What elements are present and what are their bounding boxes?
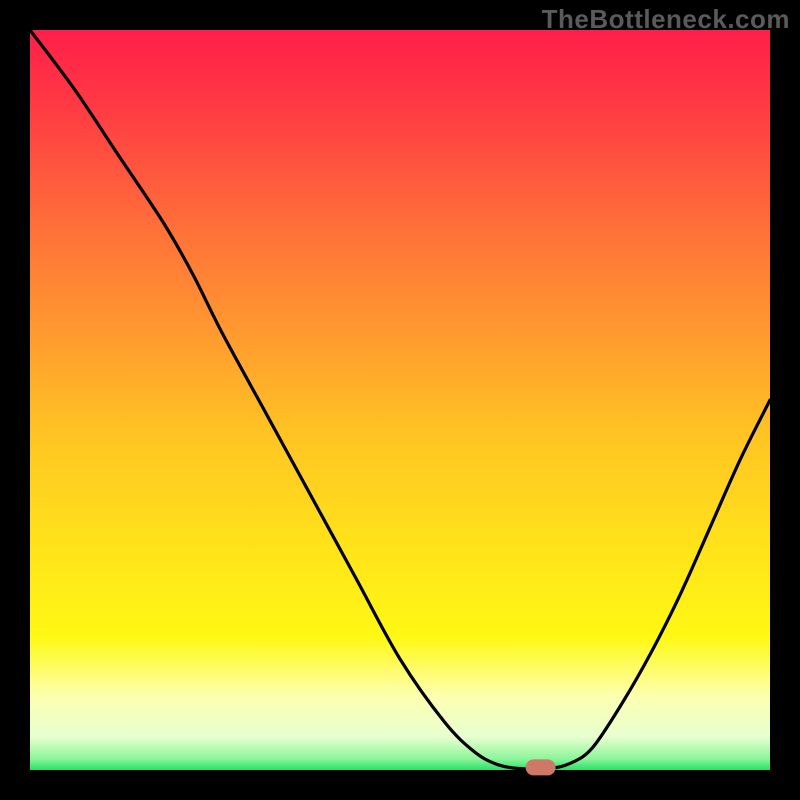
- chart-stage: TheBottleneck.com: [0, 0, 800, 800]
- watermark-text: TheBottleneck.com: [542, 4, 790, 35]
- bottleneck-chart: [0, 0, 800, 800]
- optimal-marker: [526, 759, 556, 775]
